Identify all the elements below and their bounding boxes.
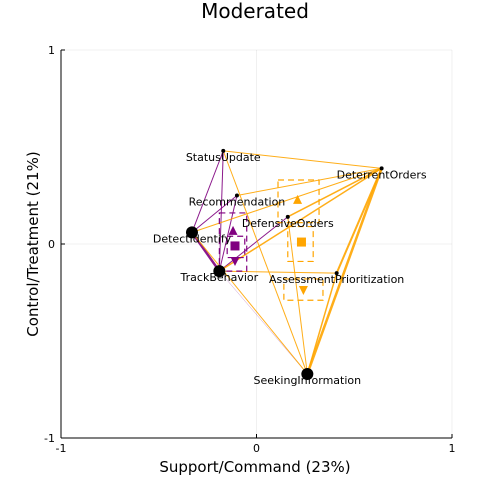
axes: -1-1 0 0 1 1 — [44, 44, 455, 455]
point-trackbehavior — [213, 265, 226, 278]
point-label-statusupdate: StatusUpdate — [186, 151, 261, 164]
point-label-trackbehavior: TrackBehavior — [180, 271, 259, 284]
edge-orange — [223, 150, 382, 169]
edge-purple — [191, 150, 224, 233]
edge-orange — [287, 216, 308, 375]
point-label-assessmentprioritization: AssessmentPrioritization — [269, 273, 404, 286]
edge-orange — [287, 167, 382, 218]
point-labels: StatusUpdate DeterrentOrders Recommendatio… — [153, 151, 427, 387]
edge-orange — [236, 167, 382, 196]
edge-purple — [218, 150, 224, 272]
point-label-deterrentorders: DeterrentOrders — [337, 168, 427, 181]
x-tick-label: 1 — [449, 442, 456, 455]
quartile-box-purple — [218, 212, 248, 272]
point-label-detectidentify: DetectIdentify — [153, 232, 232, 245]
mean-triangle-up-purple — [228, 225, 238, 235]
y-tick-label: 0 — [48, 238, 55, 251]
x-tick-label: 0 — [253, 442, 260, 455]
point-label-defensiveorders: DefensiveOrders — [242, 217, 334, 230]
edge-purple — [191, 195, 238, 233]
mean-square-orange — [296, 237, 306, 247]
edge-orange — [218, 167, 383, 272]
x-axis-label: Support/Command (23%) — [159, 458, 350, 476]
edge-orange — [306, 167, 383, 375]
y-tick-label: 1 — [48, 44, 55, 57]
point-deterrentorders — [379, 166, 384, 171]
point-defensiveorders — [285, 214, 290, 219]
quartile-boxes — [218, 179, 324, 301]
edge-orange — [191, 232, 308, 375]
edge-orange — [306, 272, 338, 375]
edge-orange — [222, 150, 308, 375]
edge-purple — [218, 195, 238, 272]
edges — [190, 150, 383, 375]
group-means — [228, 194, 308, 296]
mean-triangle-down-orange — [298, 286, 308, 296]
point-label-recommendation: Recommendation — [189, 196, 286, 209]
point-detectidentify — [185, 226, 198, 239]
point-assessmentprioritization — [334, 271, 339, 276]
quartile-box-orange — [287, 225, 314, 263]
point-label-seekinginformation: SeekingInformation — [254, 374, 362, 387]
points — [185, 148, 384, 380]
mean-triangle-down-purple — [230, 256, 240, 266]
edge-purple — [190, 231, 221, 272]
x-tick-label: -1 — [56, 442, 67, 455]
y-axis-label: Control/Treatment (21%) — [24, 151, 42, 336]
edge-purple — [219, 271, 308, 375]
edge-purple — [219, 216, 289, 272]
edge-orange — [191, 167, 382, 233]
chart-title: Moderated — [201, 0, 309, 23]
point-recommendation — [234, 193, 239, 198]
point-seekinginformation — [301, 367, 314, 380]
y-tick-label: -1 — [44, 432, 55, 445]
mean-triangle-up-orange — [293, 194, 303, 204]
point-statusupdate — [221, 148, 226, 153]
quartile-box-orange — [283, 278, 324, 301]
mean-square-purple — [230, 241, 240, 251]
quartile-box-orange — [277, 179, 320, 224]
